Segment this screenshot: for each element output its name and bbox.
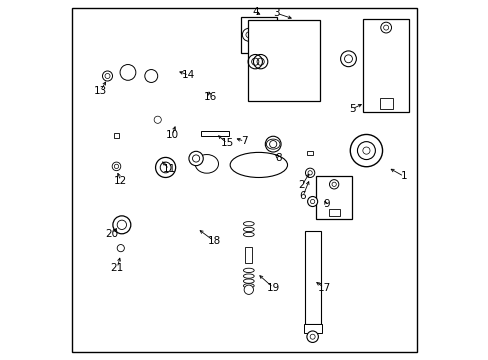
Text: 16: 16 bbox=[203, 92, 217, 102]
Bar bbox=[201, 131, 229, 136]
Circle shape bbox=[154, 116, 161, 123]
Circle shape bbox=[306, 331, 318, 342]
Ellipse shape bbox=[230, 152, 287, 177]
Text: 6: 6 bbox=[299, 191, 305, 201]
Ellipse shape bbox=[243, 222, 254, 226]
Circle shape bbox=[357, 141, 375, 159]
Text: 17: 17 bbox=[317, 283, 330, 293]
Text: 3: 3 bbox=[273, 8, 280, 18]
Bar bbox=[244, 247, 252, 263]
Ellipse shape bbox=[243, 284, 254, 288]
Text: 13: 13 bbox=[94, 86, 107, 96]
Text: 15: 15 bbox=[220, 139, 233, 148]
Text: 18: 18 bbox=[207, 236, 220, 246]
Bar bbox=[247, 21, 319, 101]
Ellipse shape bbox=[243, 274, 254, 278]
Text: 21: 21 bbox=[110, 263, 123, 273]
Ellipse shape bbox=[243, 227, 254, 231]
Bar bbox=[379, 98, 392, 109]
Bar bbox=[328, 209, 339, 216]
Ellipse shape bbox=[195, 154, 218, 173]
Circle shape bbox=[112, 162, 121, 171]
Text: 11: 11 bbox=[162, 164, 176, 174]
Text: 14: 14 bbox=[182, 70, 195, 80]
Text: 12: 12 bbox=[114, 176, 127, 186]
Circle shape bbox=[244, 285, 253, 294]
Text: 8: 8 bbox=[275, 153, 281, 163]
Bar bbox=[362, 19, 408, 112]
Bar bbox=[303, 324, 321, 333]
Text: 5: 5 bbox=[348, 104, 355, 114]
Text: 19: 19 bbox=[266, 283, 279, 293]
Circle shape bbox=[309, 334, 314, 339]
Circle shape bbox=[310, 199, 314, 204]
Circle shape bbox=[117, 244, 124, 252]
Circle shape bbox=[188, 151, 203, 166]
Text: 4: 4 bbox=[251, 7, 258, 17]
Text: 2: 2 bbox=[298, 180, 305, 190]
Circle shape bbox=[144, 69, 158, 82]
Text: 20: 20 bbox=[105, 229, 118, 239]
Bar bbox=[306, 150, 313, 155]
Circle shape bbox=[114, 164, 119, 168]
Circle shape bbox=[349, 134, 382, 167]
Circle shape bbox=[160, 162, 171, 173]
Circle shape bbox=[102, 71, 112, 81]
Circle shape bbox=[155, 157, 175, 177]
Text: 1: 1 bbox=[400, 171, 407, 181]
Bar bbox=[114, 134, 119, 138]
Circle shape bbox=[120, 64, 136, 80]
Bar bbox=[241, 17, 276, 53]
Ellipse shape bbox=[243, 268, 254, 273]
Circle shape bbox=[105, 73, 110, 78]
Bar bbox=[304, 231, 320, 324]
Text: 7: 7 bbox=[241, 136, 247, 146]
Text: 9: 9 bbox=[322, 199, 329, 210]
Ellipse shape bbox=[243, 279, 254, 283]
Ellipse shape bbox=[243, 232, 254, 237]
Circle shape bbox=[192, 155, 199, 162]
Circle shape bbox=[307, 197, 317, 207]
Text: 10: 10 bbox=[165, 130, 178, 140]
Circle shape bbox=[117, 220, 126, 229]
Bar bbox=[316, 176, 351, 220]
Circle shape bbox=[113, 216, 131, 234]
